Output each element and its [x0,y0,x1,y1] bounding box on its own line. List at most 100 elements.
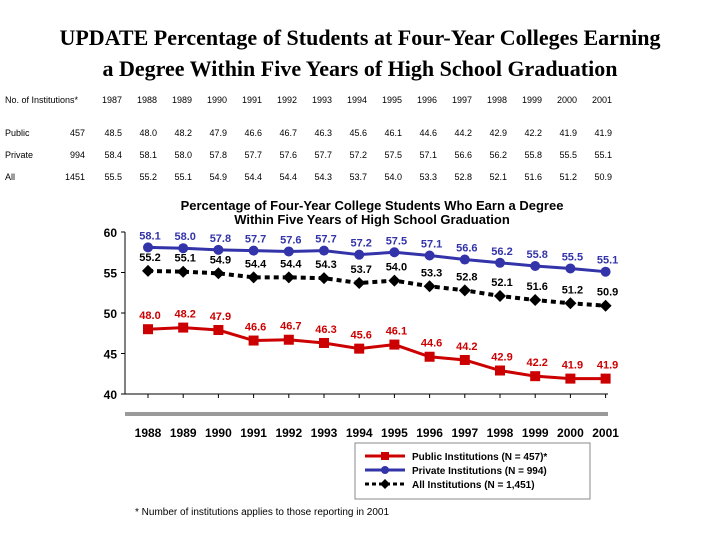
table-cell: 47.9 [209,128,227,138]
y-tick-label: 45 [104,348,118,362]
private-point [283,246,294,257]
table-cell: 52.8 [454,172,472,182]
table-header-year: 1998 [486,95,507,105]
data-label: 55.8 [526,249,547,261]
table-header-row: No. of Institutions* 1987 1988 1989 1990 1991… [5,91,612,122]
data-label: 53.3 [421,267,442,279]
table-header-year: 1992 [276,95,297,105]
data-label: 54.4 [245,258,267,270]
legend-label: All Institutions (N = 1,451) [412,480,535,491]
table-cell: 55.8 [524,150,542,160]
table-row-label: Public [5,128,30,138]
data-label: 42.2 [526,357,547,369]
legend-label: Public Institutions (N = 457)* [412,452,547,463]
public-point [530,371,541,382]
data-label: 48.2 [174,309,195,321]
private-point [354,249,365,260]
data-table: No. of Institutions* 1987 1988 1989 1990 1991… [5,91,612,188]
data-label: 54.3 [315,259,336,271]
x-tick-label: 1989 [170,426,197,440]
public-point [319,337,329,348]
x-tick-label: 1997 [451,426,478,440]
table-cell: 57.7 [314,150,332,160]
data-label: 53.7 [350,264,371,276]
public-point [495,365,505,376]
table-cell: 41.9 [594,128,612,138]
table-cell: 55.1 [594,150,612,160]
data-label: 57.5 [386,235,407,247]
all-point [423,280,436,293]
public-point [178,322,189,333]
x-tick-label: 1991 [240,426,267,440]
data-label: 58.0 [174,231,195,243]
table-cell: 54.9 [209,172,227,182]
table-row-count: 457 [69,128,85,138]
data-label: 45.6 [350,330,371,342]
x-tick-label: 1999 [522,426,549,440]
table-cell: 44.6 [419,128,437,138]
data-label: 57.7 [315,234,336,246]
private-point [213,244,224,255]
table-row-label: Private [5,150,34,160]
chart-title-line-1: Percentage of Four-Year College Students… [181,198,564,213]
data-label: 57.7 [245,234,266,246]
table-header-year: 1996 [416,95,437,105]
data-label: 54.4 [280,258,302,270]
table-cell: 46.1 [384,128,402,138]
table-row: All 1451 55.5 55.2 55.1 54.9 54.4 54.4 54.3 53.7 5… [5,166,612,188]
x-tick-label: 1998 [487,426,514,440]
table-cell: 48.0 [139,128,157,138]
table-cell: 57.6 [279,150,297,160]
chart-footnote: * Number of institutions applies to thos… [135,507,390,518]
x-tick-label: 1993 [311,426,338,440]
public-point [143,324,153,335]
table-cell: 57.2 [349,150,367,160]
table-cell: 53.7 [349,172,367,182]
private-point [459,254,470,265]
table-header-year: 2001 [591,95,612,105]
private-point [178,243,189,254]
all-point [529,294,542,307]
private-point [600,266,611,277]
x-axis-band [125,412,608,416]
table-cell: 58.4 [104,150,122,160]
x-tick-label: 1995 [381,426,408,440]
data-label: 46.6 [245,322,266,334]
y-tick-label: 40 [104,388,118,402]
table-header-year: 1991 [241,95,262,105]
series-line-2 [147,268,606,308]
all-point [388,274,401,287]
table-cell: 51.6 [524,172,542,182]
data-label: 48.0 [139,310,160,322]
x-tick-label: 1988 [135,426,162,440]
table-row-count: 994 [69,150,85,160]
legend-marker [381,466,389,474]
public-point [389,339,400,350]
y-tick-label: 50 [104,307,118,321]
table-cell: 56.2 [489,150,507,160]
data-label: 41.9 [597,360,618,372]
table-cell: 57.5 [384,150,402,160]
data-label: 46.3 [315,324,336,336]
data-label: 46.1 [386,326,407,338]
all-point [353,277,366,290]
table-cell: 46.6 [244,128,262,138]
table-cell: 54.0 [384,172,402,182]
table-header-year: 1993 [311,95,332,105]
table-header-year: 2000 [556,95,577,105]
table-header-year: 1987 [101,95,122,105]
all-point [599,299,612,312]
data-label: 56.6 [456,243,477,255]
table-cell: 55.2 [139,172,157,182]
x-tick-label: 1996 [416,426,443,440]
table-cell: 52.1 [489,172,507,182]
table-row: Public 457 48.5 48.0 48.2 47.9 46.6 46.7 46.3 45.… [5,122,612,144]
data-label: 44.6 [421,338,442,350]
legend-marker [380,479,390,489]
public-point [600,373,611,384]
table-header-year: 1988 [136,95,157,105]
legend-marker [381,452,389,460]
y-tick-label: 60 [104,226,118,240]
x-tick-label: 1992 [275,426,302,440]
